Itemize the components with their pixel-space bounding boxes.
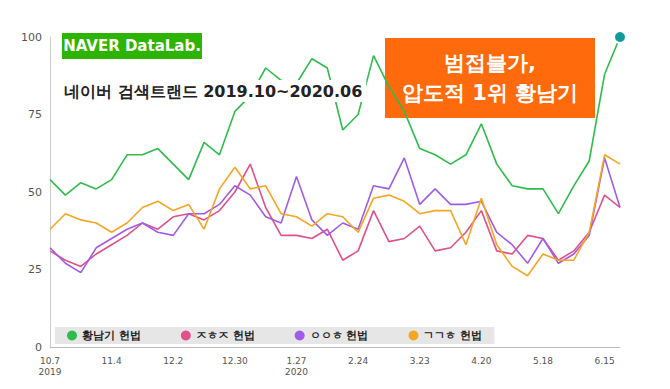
svg-text:2.24: 2.24 [348, 356, 368, 366]
svg-text:6.15: 6.15 [595, 356, 615, 366]
svg-text:12.2: 12.2 [163, 356, 183, 366]
svg-text:ㅈㅎㅈ 헌법: ㅈㅎㅈ 헌법 [196, 329, 255, 342]
svg-text:2020: 2020 [285, 367, 308, 377]
svg-text:50: 50 [28, 186, 42, 199]
svg-text:네이버 검색트랜드 2019.10~2020.06: 네이버 검색트랜드 2019.10~2020.06 [64, 82, 362, 101]
svg-text:황남기 헌법: 황남기 헌법 [82, 329, 141, 342]
svg-text:1.27: 1.27 [286, 356, 306, 366]
svg-text:100: 100 [21, 31, 42, 44]
svg-text:12.30: 12.30 [222, 356, 248, 366]
svg-text:0: 0 [35, 341, 42, 354]
svg-text:범접불가,: 범접불가, [444, 51, 536, 75]
svg-text:11.4: 11.4 [102, 356, 122, 366]
svg-text:NAVER DataLab.: NAVER DataLab. [63, 37, 201, 55]
svg-text:압도적 1위 황남기: 압도적 1위 황남기 [402, 81, 578, 105]
svg-text:ㅇㅇㅎ 헌법: ㅇㅇㅎ 헌법 [310, 329, 369, 342]
svg-text:5.18: 5.18 [533, 356, 553, 366]
svg-text:2019: 2019 [39, 367, 62, 377]
svg-text:10.7: 10.7 [40, 356, 60, 366]
svg-text:ㄱㄱㅎ 헌법: ㄱㄱㅎ 헌법 [423, 329, 482, 342]
svg-text:4.20: 4.20 [471, 356, 491, 366]
svg-text:75: 75 [28, 108, 42, 121]
svg-text:3.23: 3.23 [410, 356, 430, 366]
svg-text:25: 25 [28, 263, 42, 276]
